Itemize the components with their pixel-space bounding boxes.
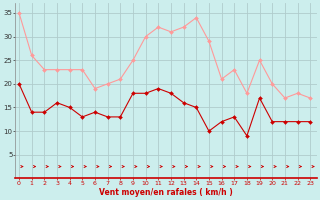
X-axis label: Vent moyen/en rafales ( km/h ): Vent moyen/en rafales ( km/h ) [99, 188, 233, 197]
